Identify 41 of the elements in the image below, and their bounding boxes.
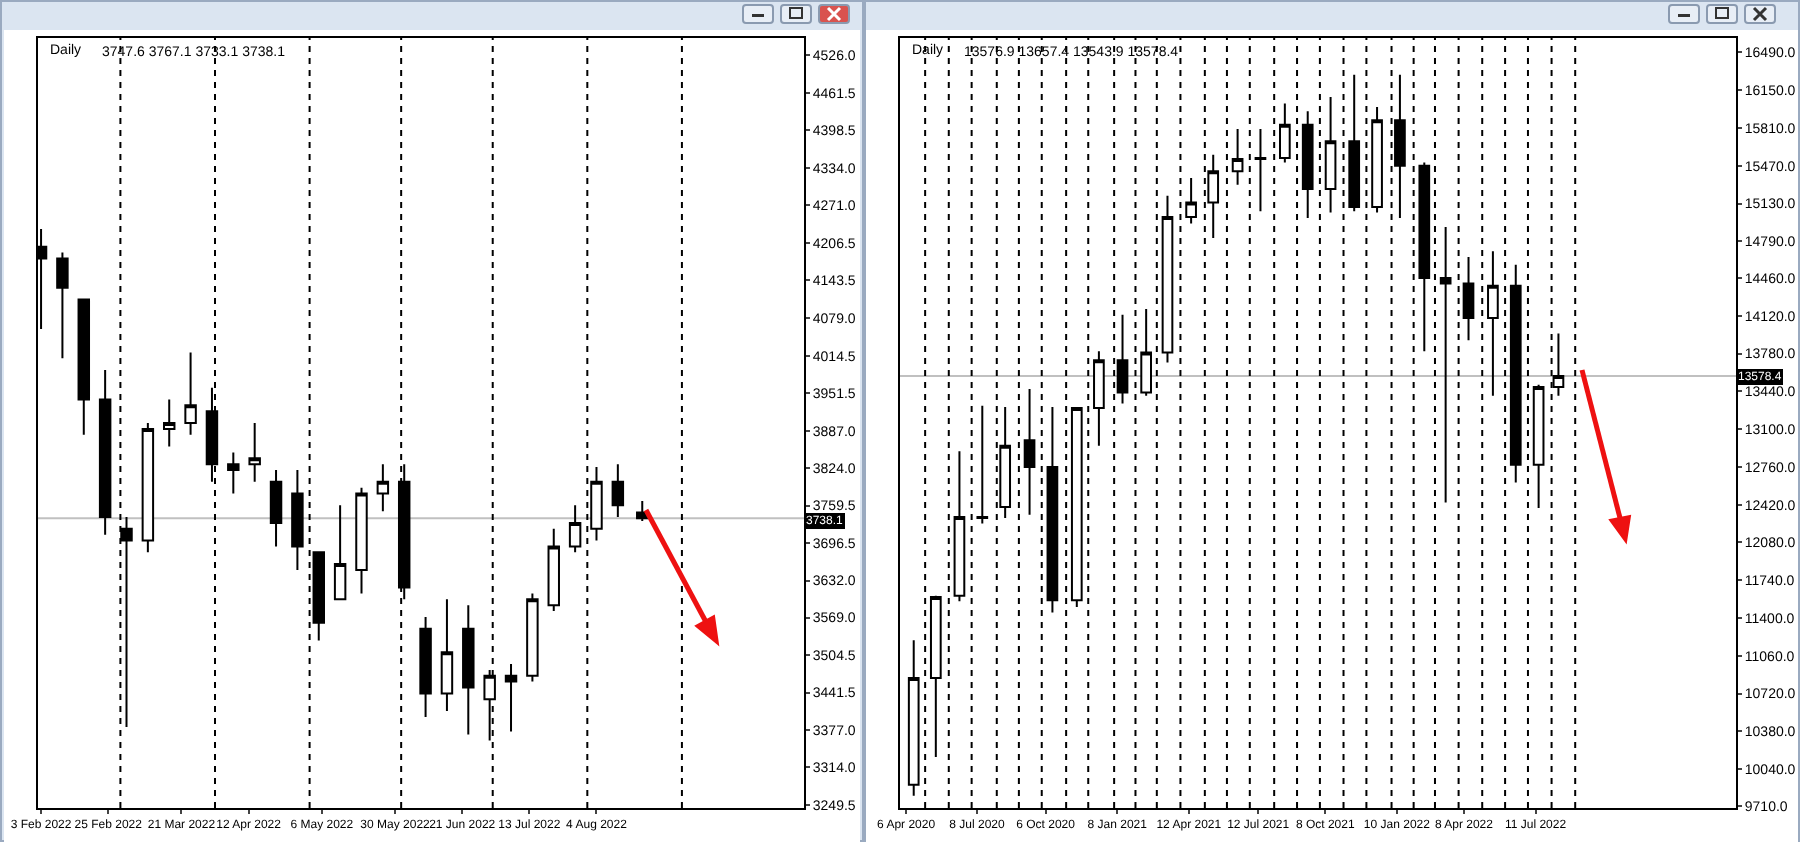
candlestick — [1185, 177, 1197, 225]
candlestick — [227, 451, 240, 495]
candlestick — [141, 422, 155, 554]
candlestick — [1231, 128, 1244, 186]
candlestick — [1324, 95, 1337, 214]
candlestick — [462, 604, 475, 736]
candlestick — [163, 398, 176, 448]
candlestick — [611, 463, 625, 519]
candlestick — [77, 298, 91, 436]
candlestick — [333, 504, 347, 601]
candlestick — [1140, 308, 1152, 397]
candlestick — [269, 469, 283, 548]
candlestick — [56, 251, 69, 360]
candlestick — [568, 504, 582, 554]
candlestick — [440, 598, 454, 713]
candlestick — [504, 663, 518, 733]
candlestick — [1371, 105, 1383, 214]
candlestick — [376, 463, 390, 513]
candlestick — [929, 594, 942, 758]
candlestick — [1023, 388, 1036, 516]
candlestick — [419, 615, 432, 718]
candlestick — [1093, 350, 1105, 447]
candlestick — [248, 422, 261, 483]
candlestick — [1046, 405, 1059, 614]
candlestick — [1279, 102, 1291, 164]
candlestick — [1301, 110, 1314, 219]
candlestick — [1509, 263, 1522, 484]
candlestick — [1161, 194, 1174, 364]
candlestick — [98, 369, 112, 536]
candlestick — [1487, 250, 1499, 397]
candlestick — [953, 450, 966, 603]
candlestick — [1439, 225, 1452, 504]
candlestick — [1532, 383, 1545, 509]
candlestick — [1070, 405, 1083, 608]
candlestick — [1254, 128, 1267, 213]
candlestick — [355, 486, 368, 595]
candlestick — [907, 639, 920, 797]
candlestick — [184, 351, 197, 436]
candlestick — [526, 592, 539, 683]
candlestick — [547, 527, 560, 613]
candlestick — [291, 469, 304, 571]
